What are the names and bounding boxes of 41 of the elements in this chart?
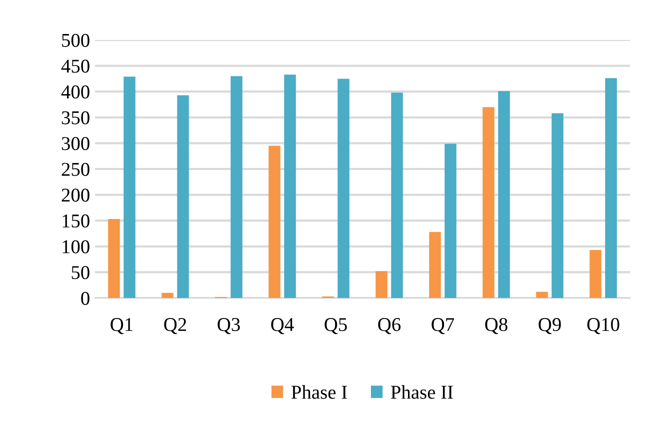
bar [552,113,564,298]
bar [338,78,350,298]
x-tick-label: Q4 [271,318,294,334]
bar [482,107,494,298]
y-tick-label: 0 [81,292,90,305]
legend-label: Phase I [291,385,347,399]
bar [605,78,617,298]
x-tick-label: Q3 [218,318,240,334]
bar [391,92,403,298]
bar [376,271,388,298]
bar [444,144,456,298]
bar [268,146,280,298]
bar [162,292,174,298]
y-tick-label: 400 [61,85,90,99]
legend-label: Phase II [390,385,453,399]
bar [124,76,136,298]
y-tick-label: 450 [61,60,90,73]
x-tick-label: Q2 [164,318,186,334]
y-tick-label: 200 [62,188,90,202]
y-tick-label: 100 [62,240,90,254]
bar [590,250,602,298]
bar [108,219,120,298]
x-tick-label: Q8 [485,318,508,334]
y-tick-label: 150 [62,214,90,228]
y-tick-label: 300 [62,137,90,150]
bar [536,292,548,298]
x-tick-label: Q6 [378,318,401,334]
x-tick-label: Q5 [324,318,347,334]
y-tick-label: 350 [62,111,90,124]
x-tick-label: Q10 [587,318,620,334]
x-tick-label: Q7 [432,318,454,334]
bar [230,76,242,298]
x-tick-label: Q1 [110,318,132,334]
bar [177,95,189,298]
bar [284,74,296,298]
y-tick-label: 500 [62,34,90,47]
x-tick-label: Q9 [538,318,561,334]
bar [498,91,510,298]
y-tick-label: 50 [72,266,90,280]
bar [429,232,441,298]
y-tick-label: 250 [62,162,90,176]
